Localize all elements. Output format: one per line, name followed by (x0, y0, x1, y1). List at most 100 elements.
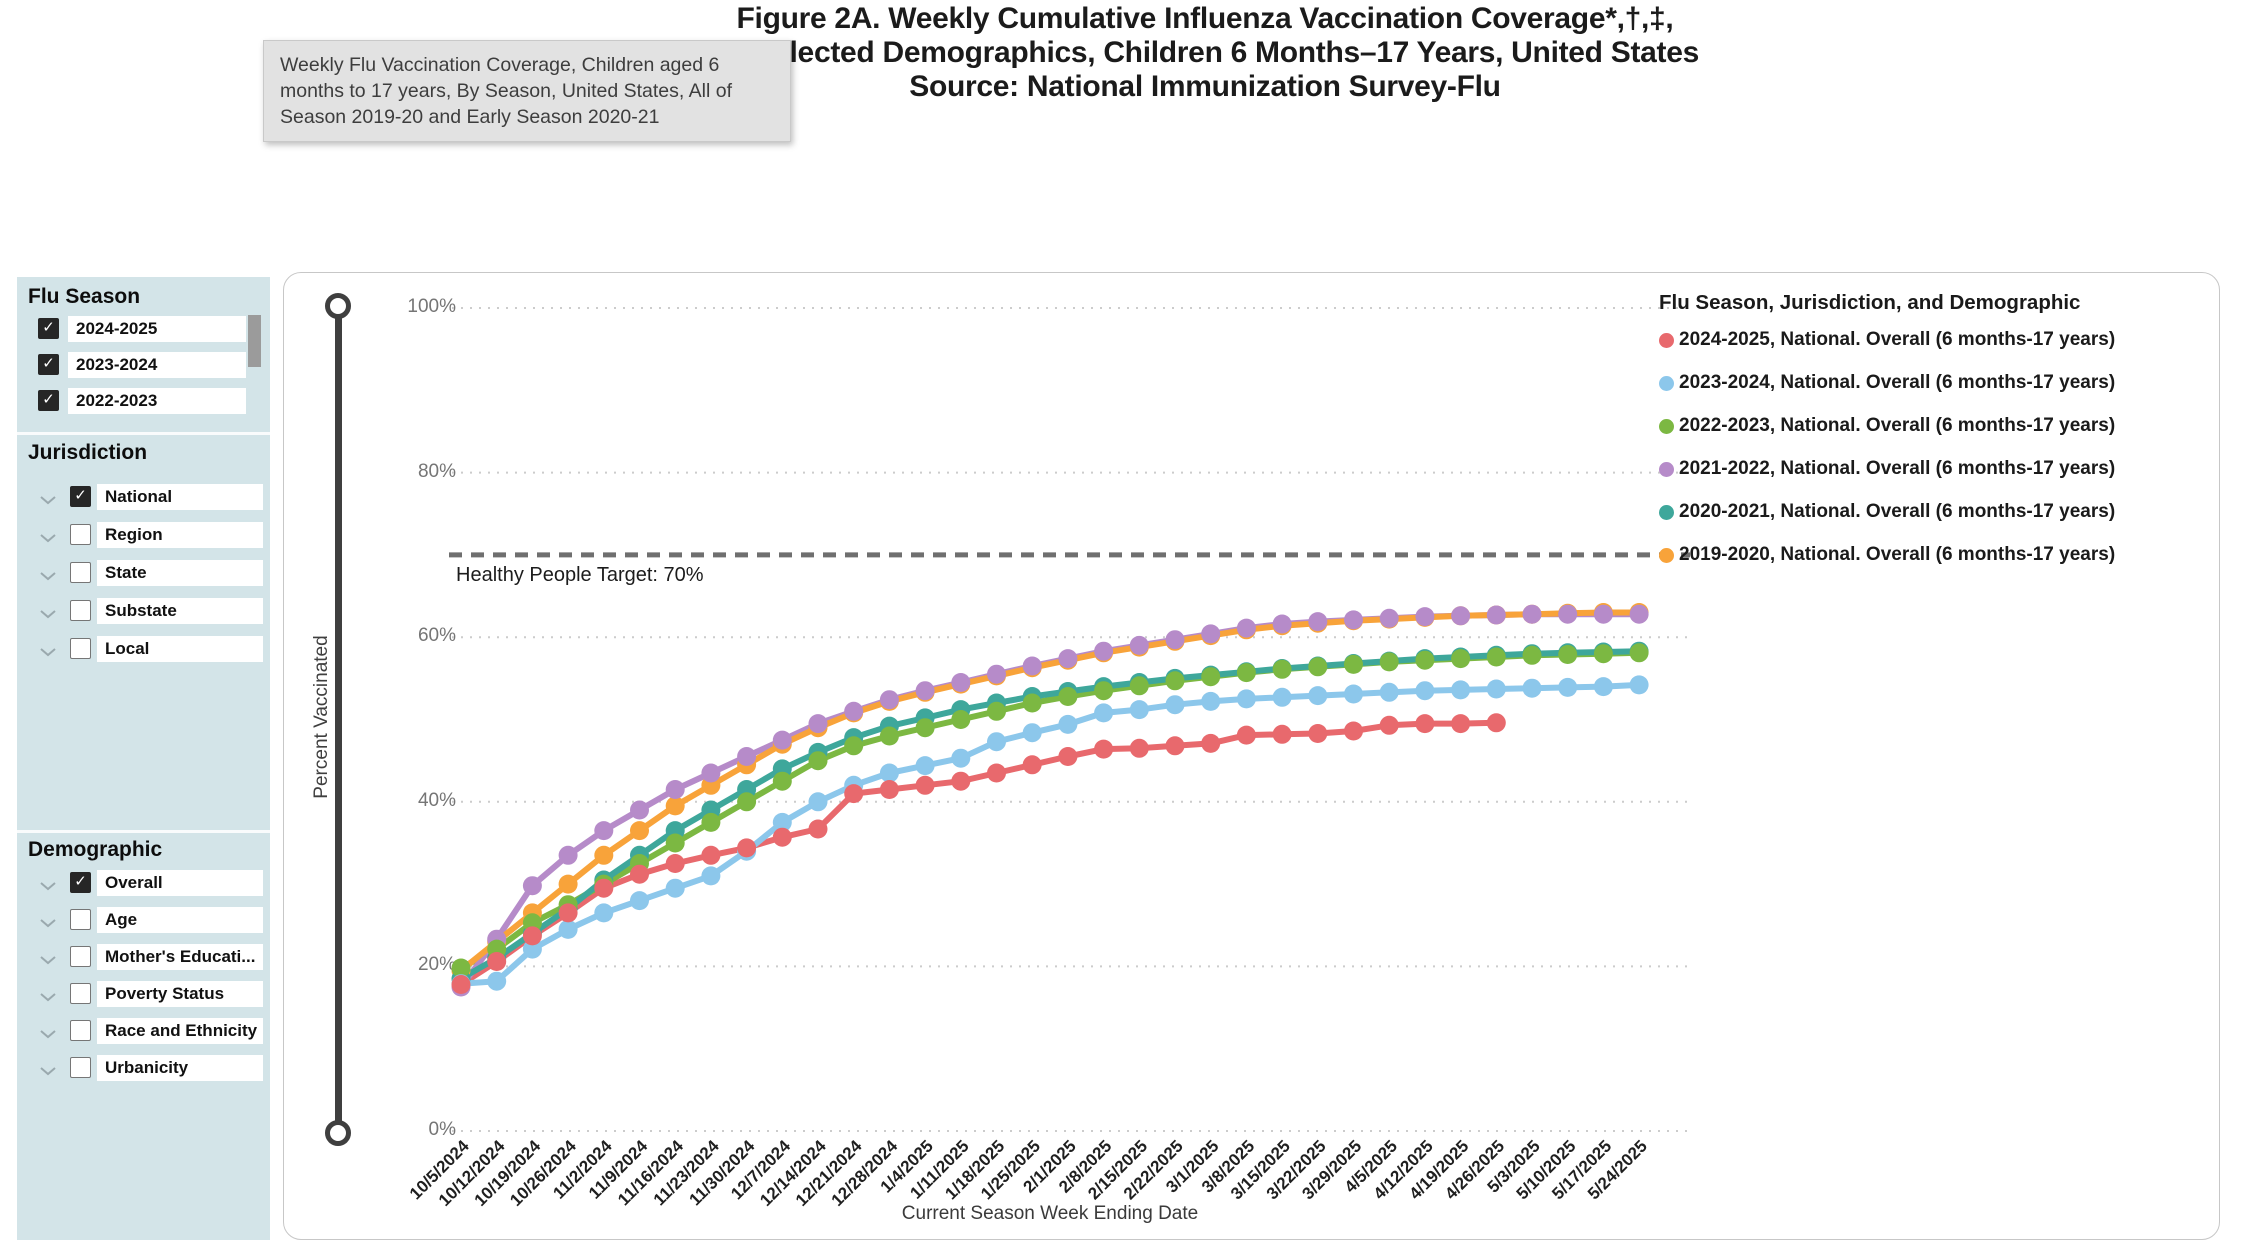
data-point-2022-2023[interactable] (1379, 652, 1399, 672)
data-point-2021-2022[interactable] (915, 681, 935, 701)
data-point-2023-2024[interactable] (1201, 691, 1221, 711)
data-point-2024-2025[interactable] (1165, 736, 1185, 756)
data-point-2023-2024[interactable] (1451, 680, 1471, 700)
data-point-2022-2023[interactable] (737, 792, 757, 812)
data-point-2024-2025[interactable] (737, 838, 757, 858)
data-point-2021-2022[interactable] (1058, 649, 1078, 669)
data-point-2021-2022[interactable] (1344, 610, 1363, 630)
data-point-2021-2022[interactable] (951, 673, 971, 692)
data-point-2021-2022[interactable] (844, 701, 864, 721)
data-point-2021-2022[interactable] (772, 730, 792, 750)
filter-label[interactable]: Race and Ethnicity (97, 1018, 263, 1044)
data-point-2023-2024[interactable] (1022, 723, 1042, 743)
data-point-2019-2020[interactable] (594, 845, 614, 865)
data-point-2023-2024[interactable] (1379, 682, 1399, 702)
data-point-2022-2023[interactable] (772, 771, 792, 791)
checkbox-overall[interactable]: ✓ (70, 872, 91, 893)
data-point-2022-2023[interactable] (1236, 663, 1256, 683)
chevron-down-icon[interactable] (40, 606, 56, 619)
filter-label[interactable]: Region (97, 522, 263, 548)
data-point-2023-2024[interactable] (1629, 675, 1649, 695)
data-point-2023-2024[interactable] (701, 866, 721, 886)
series-line-2019-2020[interactable] (458, 609, 1643, 974)
data-point-2023-2024[interactable] (1129, 700, 1149, 720)
data-point-2023-2024[interactable] (915, 756, 935, 776)
data-point-2024-2025[interactable] (915, 775, 935, 795)
legend-item[interactable]: 2024-2025, National. Overall (6 months-1… (1659, 329, 2214, 351)
data-point-2021-2022[interactable] (630, 800, 649, 820)
data-point-2023-2024[interactable] (1094, 703, 1114, 723)
data-point-2022-2023[interactable] (1558, 645, 1578, 664)
data-point-2021-2022[interactable] (1522, 604, 1542, 624)
legend-item[interactable]: 2019-2020, National. Overall (6 months-1… (1659, 544, 2214, 566)
data-point-2021-2022[interactable] (665, 780, 685, 799)
data-point-2024-2025[interactable] (1236, 725, 1256, 745)
filter-label[interactable]: Local (97, 636, 263, 662)
data-point-2021-2022[interactable] (1129, 635, 1149, 655)
data-point-2024-2025[interactable] (630, 864, 649, 884)
data-point-2022-2023[interactable] (1522, 645, 1542, 665)
data-point-2022-2023[interactable] (1344, 654, 1363, 674)
data-point-2022-2023[interactable] (1451, 649, 1471, 669)
data-point-2022-2023[interactable] (1593, 644, 1613, 664)
data-point-2023-2024[interactable] (1236, 689, 1256, 709)
data-point-2021-2022[interactable] (1629, 604, 1649, 624)
y-axis-range-slider-handle-top[interactable] (325, 293, 351, 319)
data-point-2021-2022[interactable] (1201, 624, 1221, 644)
data-point-2024-2025[interactable] (665, 854, 685, 873)
data-point-2023-2024[interactable] (558, 919, 578, 939)
data-point-2021-2022[interactable] (558, 845, 578, 865)
data-point-2022-2023[interactable] (1201, 667, 1221, 687)
data-point-2022-2023[interactable] (987, 701, 1006, 721)
data-point-2024-2025[interactable] (1308, 724, 1328, 743)
chevron-down-icon[interactable] (40, 1063, 56, 1076)
checkbox-local[interactable] (70, 638, 91, 659)
data-point-2022-2023[interactable] (1022, 693, 1042, 713)
data-point-2024-2025[interactable] (1415, 714, 1435, 734)
data-point-2022-2023[interactable] (1272, 659, 1292, 679)
data-point-2024-2025[interactable] (1344, 721, 1363, 741)
data-point-2023-2024[interactable] (522, 939, 542, 959)
data-point-2023-2024[interactable] (808, 792, 828, 812)
data-point-2022-2023[interactable] (1415, 650, 1435, 670)
data-point-2024-2025[interactable] (1451, 714, 1471, 734)
data-point-2022-2023[interactable] (844, 736, 864, 756)
data-point-2021-2022[interactable] (1451, 606, 1471, 626)
data-point-2024-2025[interactable] (772, 827, 792, 847)
data-point-2022-2023[interactable] (1165, 671, 1185, 691)
series-line-2020-2021[interactable] (458, 648, 1643, 982)
legend-item[interactable]: 2021-2022, National. Overall (6 months-1… (1659, 458, 2214, 480)
checkbox-urbanicity[interactable] (70, 1057, 91, 1078)
data-point-2021-2022[interactable] (701, 763, 721, 783)
data-point-2023-2024[interactable] (1415, 681, 1435, 701)
data-point-2019-2020[interactable] (665, 796, 685, 816)
data-point-2021-2022[interactable] (1415, 607, 1435, 627)
data-point-2023-2024[interactable] (1165, 695, 1185, 715)
data-point-2021-2022[interactable] (1593, 604, 1613, 624)
y-axis-range-slider-track[interactable] (335, 306, 342, 1133)
data-point-2023-2024[interactable] (1486, 679, 1506, 699)
data-point-2023-2024[interactable] (594, 903, 614, 923)
data-point-2023-2024[interactable] (1308, 686, 1328, 706)
data-point-2024-2025[interactable] (879, 780, 899, 799)
series-line-2023-2024[interactable] (458, 681, 1643, 987)
data-point-2019-2020[interactable] (558, 874, 578, 894)
flu-season-list-scrollbar[interactable] (248, 315, 261, 367)
checkbox-age[interactable] (70, 909, 91, 930)
y-axis-range-slider-handle-bottom[interactable] (325, 1120, 351, 1146)
checkbox-state[interactable] (70, 562, 91, 583)
chevron-down-icon[interactable] (40, 915, 56, 928)
data-point-2023-2024[interactable] (665, 878, 685, 898)
data-point-2022-2023[interactable] (915, 718, 935, 738)
data-point-2021-2022[interactable] (987, 664, 1006, 684)
data-point-2023-2024[interactable] (1522, 678, 1542, 698)
data-point-2024-2025[interactable] (451, 975, 471, 994)
data-point-2024-2025[interactable] (1058, 747, 1078, 766)
data-point-2024-2025[interactable] (1094, 739, 1114, 759)
filter-label[interactable]: 2024-2025 (68, 316, 246, 342)
data-point-2021-2022[interactable] (1236, 618, 1256, 638)
series-line-2024-2025[interactable] (458, 719, 1500, 988)
data-point-2022-2023[interactable] (1308, 657, 1328, 677)
data-point-2021-2022[interactable] (522, 876, 542, 896)
series-line-2021-2022[interactable] (458, 611, 1643, 990)
